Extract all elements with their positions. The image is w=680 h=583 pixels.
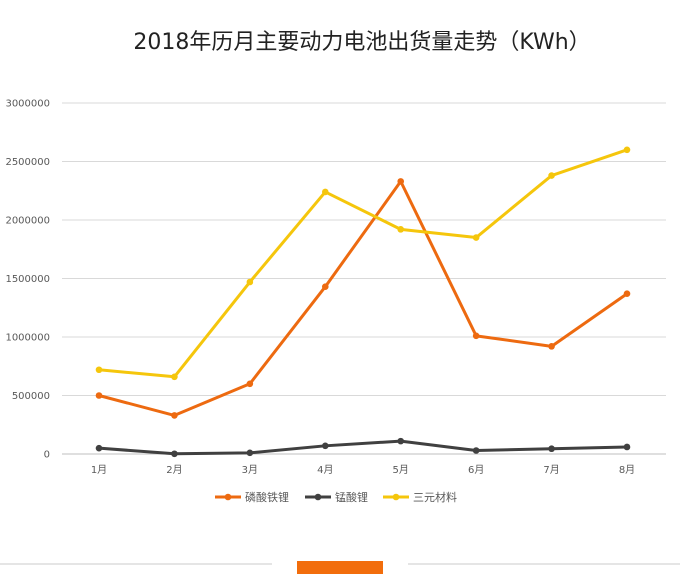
data-point bbox=[246, 380, 254, 388]
y-tick-label: 1000000 bbox=[5, 333, 50, 344]
y-tick-label: 500000 bbox=[12, 391, 50, 402]
series-group bbox=[95, 146, 631, 458]
legend-marker-swatch bbox=[314, 493, 322, 501]
footer-decoration bbox=[0, 561, 680, 574]
legend-label: 三元材料 bbox=[413, 490, 457, 504]
y-tick-label: 1500000 bbox=[5, 274, 50, 285]
x-tick-label: 5月 bbox=[393, 464, 409, 476]
y-tick-label: 0 bbox=[44, 450, 50, 461]
data-point bbox=[397, 437, 405, 445]
x-tick-label: 6月 bbox=[468, 464, 484, 476]
y-tick-label: 2000000 bbox=[5, 216, 50, 227]
data-point bbox=[397, 178, 405, 185]
data-point bbox=[171, 450, 178, 458]
data-point bbox=[472, 447, 480, 454]
series-2 bbox=[95, 146, 631, 381]
data-point bbox=[321, 442, 329, 450]
data-point bbox=[623, 290, 631, 298]
x-tick-label: 4月 bbox=[317, 464, 333, 476]
y-axis-ticks: 0 500000 1000000 1500000 2000000 2500000 30000… bbox=[5, 99, 50, 461]
series-line bbox=[97, 179, 629, 417]
data-point bbox=[171, 373, 178, 381]
series-1 bbox=[95, 437, 631, 458]
legend-item: 锰酸锂 bbox=[305, 490, 368, 504]
data-point bbox=[548, 343, 555, 350]
x-axis-ticks: 1月 2月 3月 4月 5月 6月 7月 8月 bbox=[91, 464, 635, 476]
x-tick-label: 8月 bbox=[619, 464, 635, 476]
series-0 bbox=[95, 178, 631, 419]
footer-divider-right bbox=[408, 563, 680, 565]
data-point bbox=[548, 172, 555, 179]
data-point bbox=[171, 412, 178, 419]
legend-marker-swatch bbox=[392, 493, 400, 501]
y-tick-label: 2500000 bbox=[5, 157, 50, 168]
legend: 磷酸铁锂 锰酸锂 三元材料 bbox=[215, 490, 457, 504]
x-tick-label: 3月 bbox=[242, 464, 258, 476]
x-tick-label: 1月 bbox=[91, 464, 107, 476]
data-point bbox=[397, 226, 405, 233]
data-point bbox=[321, 188, 329, 196]
footer-divider-left bbox=[0, 563, 272, 565]
data-point bbox=[623, 146, 631, 154]
data-point bbox=[321, 283, 329, 290]
data-point bbox=[472, 332, 480, 340]
data-point bbox=[246, 449, 254, 457]
data-point bbox=[548, 445, 555, 453]
x-tick-label: 2月 bbox=[166, 464, 182, 476]
data-point bbox=[623, 443, 631, 451]
data-point bbox=[472, 234, 480, 241]
data-point bbox=[95, 392, 103, 399]
series-line bbox=[97, 148, 629, 379]
legend-item: 磷酸铁锂 bbox=[215, 490, 289, 504]
legend-marker-swatch bbox=[224, 493, 232, 501]
data-point bbox=[246, 278, 254, 286]
legend-label: 锰酸锂 bbox=[335, 490, 368, 504]
chart-title: 2018年历月主要动力电池出货量走势（KWh） bbox=[133, 30, 590, 55]
legend-label: 磷酸铁锂 bbox=[245, 490, 289, 504]
gridlines bbox=[62, 102, 666, 455]
y-tick-label: 3000000 bbox=[5, 99, 50, 110]
data-point bbox=[95, 366, 103, 374]
legend-item: 三元材料 bbox=[383, 490, 457, 504]
x-tick-label: 7月 bbox=[543, 464, 559, 476]
footer-accent-bar bbox=[297, 561, 383, 574]
data-point bbox=[95, 444, 103, 452]
series-line bbox=[97, 439, 629, 456]
